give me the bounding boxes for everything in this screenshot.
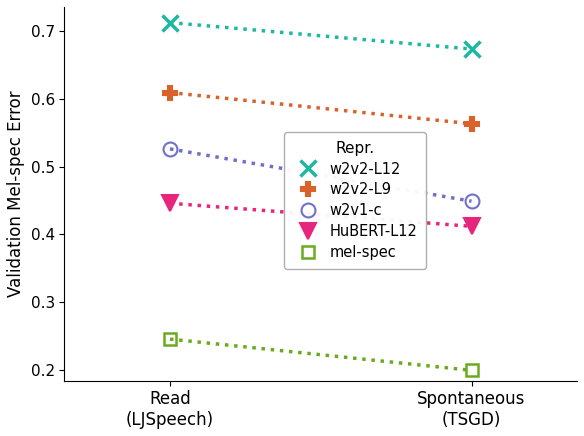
Legend: w2v2-L12, w2v2-L9, w2v1-c, HuBERT-L12, mel-spec: w2v2-L12, w2v2-L9, w2v1-c, HuBERT-L12, m…	[284, 132, 426, 269]
Y-axis label: Validation Mel-spec Error: Validation Mel-spec Error	[7, 90, 25, 297]
